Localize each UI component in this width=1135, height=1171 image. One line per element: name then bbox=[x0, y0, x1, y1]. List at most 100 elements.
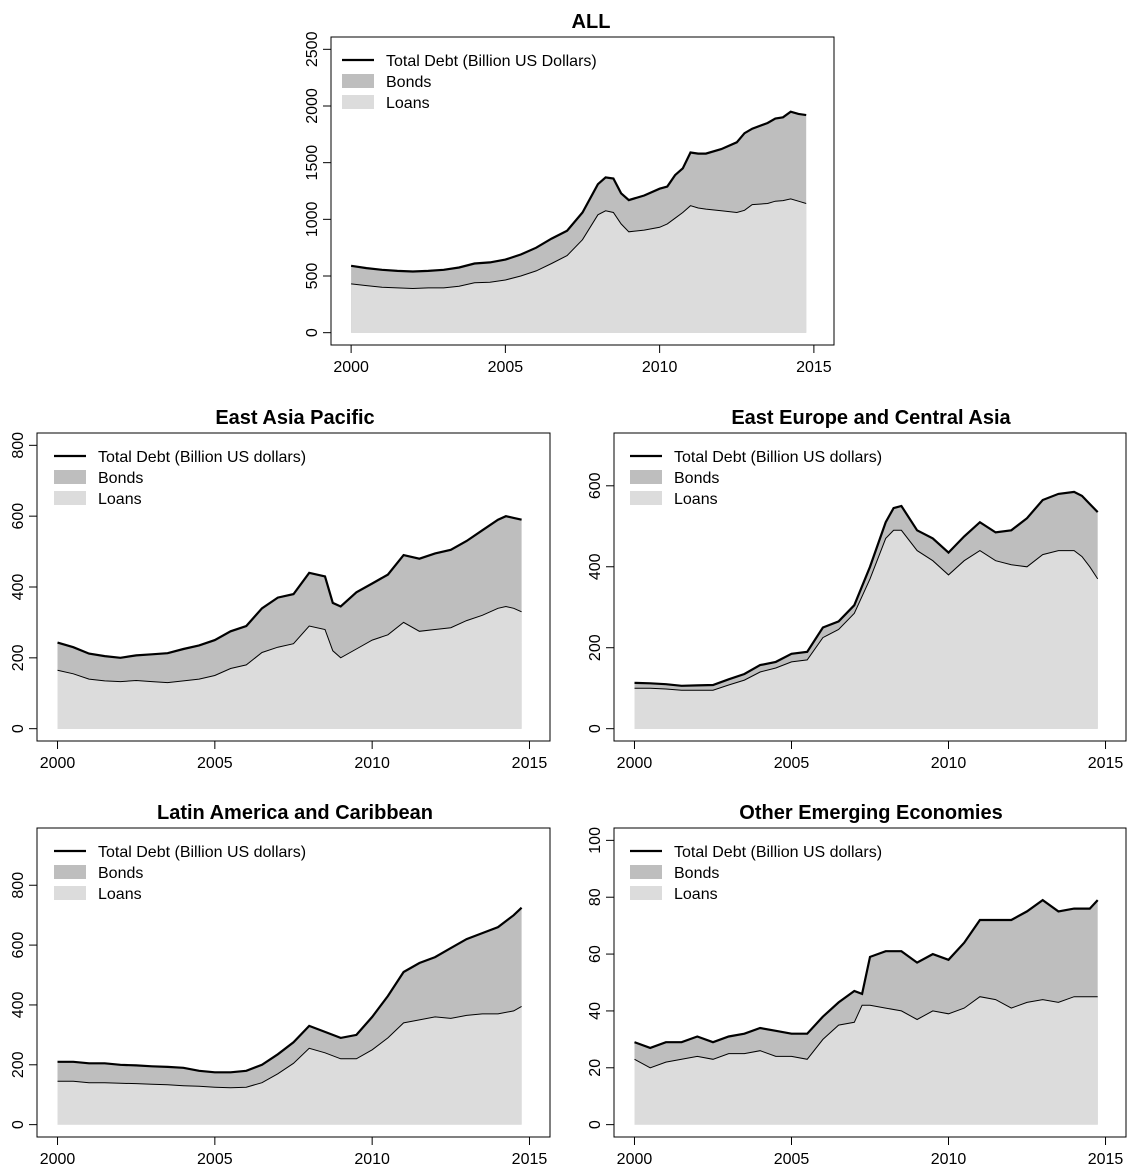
panel-latin-america-caribbean: Latin America and Caribbean 2000 2005 2010… bbox=[10, 802, 551, 1168]
panel-east-europe-central-asia: East Europe and Central Asia 2000 2005 201… bbox=[587, 407, 1127, 772]
x-tick-label: 2000 bbox=[40, 755, 76, 772]
loans-line bbox=[351, 198, 807, 290]
plot-area-other-emerging-economies: 2000 2005 2010 2015 0 20 40 60 80 100 bbox=[587, 827, 1127, 1168]
legend-bonds-label: Bonds bbox=[674, 865, 719, 882]
x-tick-label: 2005 bbox=[488, 359, 524, 376]
y-tick-label: 600 bbox=[10, 503, 27, 530]
y-tick-label: 0 bbox=[304, 328, 321, 337]
y-tick-label: 0 bbox=[587, 724, 604, 733]
legend-loans-label: Loans bbox=[98, 491, 142, 508]
legend-total-label: Total Debt (Billion US dollars) bbox=[98, 844, 306, 861]
legend-east-europe-central-asia: Total Debt (Billion US dollars) Bonds Lo… bbox=[630, 449, 882, 508]
y-tick-label: 200 bbox=[10, 1051, 27, 1078]
y-tick-label: 400 bbox=[587, 553, 604, 580]
panel-title-all: ALL bbox=[572, 11, 611, 33]
plot-area-all: 2000 2005 2010 2015 0 500 1000 1500 2000 2500 bbox=[304, 31, 835, 376]
y-tick-label: 60 bbox=[587, 945, 604, 963]
panel-title-east-asia-pacific: East Asia Pacific bbox=[215, 407, 374, 429]
x-tick-label: 2010 bbox=[354, 1151, 390, 1166]
plot-area-east-asia-pacific: 2000 2005 2010 2015 0 200 400 600 800 bbox=[10, 432, 551, 772]
y-tick-label: 1000 bbox=[304, 201, 321, 237]
total-debt-line bbox=[350, 110, 807, 273]
y-tick-label: 100 bbox=[587, 827, 604, 854]
x-tick-label: 2000 bbox=[333, 359, 369, 376]
total-debt-line bbox=[634, 898, 1099, 1050]
x-tick-label: 2015 bbox=[796, 359, 832, 376]
legend-loans-swatch bbox=[630, 491, 662, 505]
loans-area bbox=[57, 1006, 522, 1125]
x-tick-label: 2005 bbox=[774, 755, 810, 772]
total-debt-line bbox=[634, 490, 1099, 687]
loans-area bbox=[634, 530, 1098, 729]
legend-bonds-swatch bbox=[54, 470, 86, 484]
legend-total-label: Total Debt (Billion US dollars) bbox=[674, 449, 882, 466]
y-tick-label: 400 bbox=[10, 574, 27, 601]
legend-bonds-label: Bonds bbox=[674, 470, 719, 487]
y-tick-label: 500 bbox=[304, 263, 321, 290]
y-tick-label: 200 bbox=[10, 644, 27, 671]
legend-loans-swatch bbox=[342, 95, 374, 109]
panel-all: ALL 2000 2005 2010 2015 0 500 1000 1500 2000 2500… bbox=[304, 11, 835, 376]
y-tick-label: 0 bbox=[10, 1120, 27, 1129]
loans-area bbox=[57, 606, 522, 729]
loans-line bbox=[57, 605, 522, 684]
total-debt-line bbox=[57, 906, 523, 1074]
x-tick-label: 2005 bbox=[774, 1151, 810, 1166]
y-tick-label: 0 bbox=[10, 724, 27, 733]
y-tick-label: 400 bbox=[10, 991, 27, 1018]
legend-total-label: Total Debt (Billion US dollars) bbox=[674, 844, 882, 861]
legend-total-label: Total Debt (Billion US Dollars) bbox=[386, 53, 597, 70]
panel-title-east-europe-central-asia: East Europe and Central Asia bbox=[731, 407, 1011, 429]
x-tick-label: 2010 bbox=[931, 1151, 967, 1166]
legend-bonds-swatch bbox=[342, 74, 374, 88]
y-tick-label: 0 bbox=[587, 1120, 604, 1129]
legend-loans-label: Loans bbox=[98, 886, 142, 903]
loans-line bbox=[57, 1005, 522, 1089]
panel-title-other-emerging-economies: Other Emerging Economies bbox=[739, 802, 1002, 824]
loans-area bbox=[351, 198, 807, 333]
legend-east-asia-pacific: Total Debt (Billion US dollars) Bonds Lo… bbox=[54, 449, 306, 508]
x-tick-label: 2010 bbox=[642, 359, 678, 376]
panel-other-emerging-economies: Other Emerging Economies 2000 2005 2010 201… bbox=[587, 802, 1127, 1168]
total-debt-line bbox=[57, 515, 522, 659]
legend-bonds-label: Bonds bbox=[98, 865, 143, 882]
plot-area-east-europe-central-asia: 2000 2005 2010 2015 0 200 400 600 bbox=[587, 432, 1127, 772]
y-tick-label: 2500 bbox=[304, 31, 321, 67]
legend-all: Total Debt (Billion US Dollars) Bonds Lo… bbox=[342, 53, 597, 112]
loans-line bbox=[634, 996, 1098, 1069]
y-tick-label: 20 bbox=[587, 1059, 604, 1077]
loans-area bbox=[634, 996, 1098, 1125]
y-tick-label: 600 bbox=[10, 932, 27, 959]
legend-loans-swatch bbox=[630, 886, 662, 900]
y-tick-label: 2000 bbox=[304, 88, 321, 124]
legend-bonds-label: Bonds bbox=[386, 74, 431, 91]
panel-east-asia-pacific: East Asia Pacific 2000 2005 2010 2015 0 200 40… bbox=[10, 407, 551, 772]
loans-line bbox=[634, 529, 1099, 691]
legend-bonds-swatch bbox=[54, 865, 86, 879]
legend-total-label: Total Debt (Billion US dollars) bbox=[98, 449, 306, 466]
y-tick-label: 800 bbox=[10, 432, 27, 459]
x-tick-label: 2010 bbox=[931, 755, 967, 772]
legend-bonds-swatch bbox=[630, 865, 662, 879]
x-tick-label: 2015 bbox=[512, 1151, 548, 1166]
legend-bonds-swatch bbox=[630, 470, 662, 484]
x-tick-label: 2000 bbox=[617, 755, 653, 772]
legend-loans-swatch bbox=[54, 491, 86, 505]
y-tick-label: 40 bbox=[587, 1002, 604, 1020]
legend-loans-label: Loans bbox=[386, 95, 430, 112]
x-tick-label: 2010 bbox=[354, 755, 390, 772]
panel-title-latin-america-caribbean: Latin America and Caribbean bbox=[157, 802, 433, 824]
y-tick-label: 80 bbox=[587, 888, 604, 906]
y-tick-label: 600 bbox=[587, 472, 604, 499]
x-tick-label: 2005 bbox=[197, 755, 233, 772]
y-tick-label: 800 bbox=[10, 872, 27, 899]
x-tick-label: 2015 bbox=[1088, 755, 1124, 772]
legend-loans-label: Loans bbox=[674, 491, 718, 508]
x-tick-label: 2000 bbox=[40, 1151, 76, 1166]
legend-other-emerging-economies: Total Debt (Billion US dollars) Bonds Lo… bbox=[630, 844, 882, 903]
y-tick-label: 200 bbox=[587, 634, 604, 661]
y-tick-label: 1500 bbox=[304, 145, 321, 181]
legend-bonds-label: Bonds bbox=[98, 470, 143, 487]
